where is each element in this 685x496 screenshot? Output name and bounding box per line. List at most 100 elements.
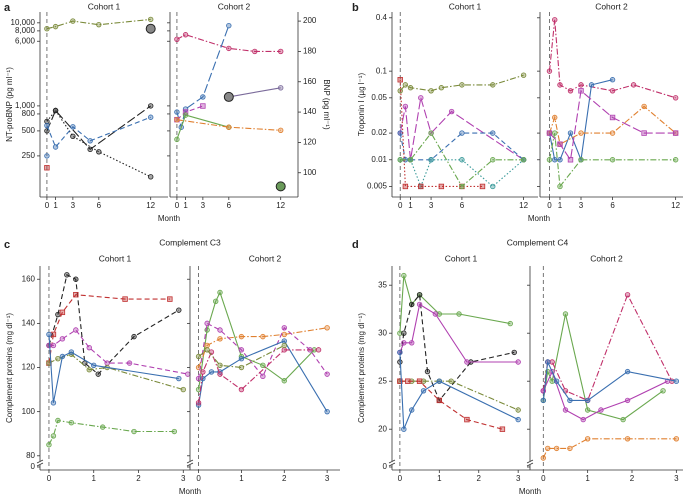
data-point: [578, 88, 584, 94]
panel-title: Complement C4: [507, 237, 569, 247]
data-point: [397, 130, 403, 136]
axis-break: [388, 459, 396, 464]
x-tick-label: 1: [53, 201, 58, 210]
data-point: [182, 112, 189, 118]
data-point: [122, 296, 128, 302]
data-point: [260, 333, 266, 340]
data-point: [182, 106, 189, 112]
y-tick-label: 500: [22, 126, 36, 135]
data-point: [552, 17, 558, 23]
subplot-title: Cohort 1: [88, 1, 121, 11]
series-line: [176, 114, 229, 140]
data-point: [609, 88, 616, 94]
data-point: [59, 353, 66, 360]
y-tick-label: 800: [22, 109, 36, 118]
data-point: [549, 378, 555, 384]
data-point: [578, 157, 584, 163]
data-point: [418, 95, 424, 101]
data-point: [405, 378, 411, 384]
data-point: [578, 130, 584, 136]
data-point: [567, 445, 573, 452]
data-point: [204, 347, 210, 353]
data-point: [552, 114, 558, 121]
data-point: [432, 311, 439, 317]
x-tick-label: 6: [610, 201, 615, 210]
y-axis-label: NT-proBNP (pg ml⁻¹): [5, 67, 14, 142]
y2-tick-label: 180: [303, 47, 317, 56]
data-point: [438, 183, 445, 190]
data-point: [176, 375, 182, 382]
data-point: [91, 362, 97, 369]
data-point: [260, 362, 266, 369]
data-point: [567, 397, 573, 404]
series-line: [399, 303, 519, 363]
data-point: [490, 130, 496, 136]
y-tick-label: 0.005: [367, 182, 388, 191]
panel-label: c: [4, 239, 10, 251]
y-tick-label: 120: [22, 363, 36, 372]
data-point: [584, 407, 591, 413]
data-point: [545, 445, 551, 452]
data-point: [557, 141, 563, 147]
data-point: [673, 436, 680, 442]
data-point: [195, 353, 202, 360]
data-point: [546, 157, 553, 163]
series-line: [48, 419, 175, 446]
data-point: [578, 82, 584, 88]
axis-break: [186, 462, 194, 467]
series-line: [400, 132, 524, 188]
series-line: [176, 105, 204, 121]
data-point: [553, 445, 560, 452]
data-point: [324, 371, 330, 377]
data-point: [549, 359, 555, 365]
series-line: [542, 293, 673, 402]
data-point: [171, 428, 178, 435]
data-point: [416, 378, 423, 384]
series-line: [399, 97, 524, 161]
data-point: [324, 408, 330, 415]
subplot-title: Cohort 2: [590, 253, 623, 263]
data-point: [148, 174, 154, 180]
series-line: [49, 329, 188, 375]
data-point: [281, 342, 287, 349]
data-point: [278, 85, 284, 91]
y-tick-label: 100: [22, 407, 36, 416]
data-point: [68, 349, 75, 355]
axis-break: [526, 459, 534, 464]
data-point: [217, 289, 223, 296]
y-tick-label: 0.4: [376, 13, 388, 22]
data-point: [562, 407, 569, 413]
data-point: [226, 45, 232, 52]
data-point: [87, 146, 93, 153]
series-line: [542, 370, 668, 421]
x-tick-label: 0: [398, 474, 403, 483]
data-point: [407, 157, 414, 163]
x-tick-label: 1: [408, 201, 413, 210]
data-point: [52, 107, 59, 114]
data-point: [96, 21, 102, 28]
data-point: [397, 330, 403, 336]
data-point: [624, 368, 631, 375]
data-point: [217, 327, 223, 333]
subplot-title: Cohort 2: [595, 1, 628, 11]
data-point: [213, 298, 219, 305]
data-point: [515, 407, 521, 413]
x-tick-label: 2: [630, 474, 635, 483]
data-point: [580, 416, 586, 423]
data-point: [46, 442, 52, 448]
x-tick-label: 1: [183, 201, 188, 210]
data-point: [70, 124, 76, 130]
series-line: [549, 89, 676, 162]
data-point: [520, 72, 527, 78]
data-point: [402, 183, 409, 190]
data-point: [401, 272, 407, 279]
x-tick-label: 3: [325, 474, 330, 483]
data-point: [64, 272, 70, 278]
data-point: [238, 347, 245, 353]
data-point: [86, 367, 92, 373]
data-point: [407, 85, 414, 91]
data-point: [44, 122, 50, 129]
series-line: [548, 105, 676, 146]
data-point: [204, 320, 210, 327]
